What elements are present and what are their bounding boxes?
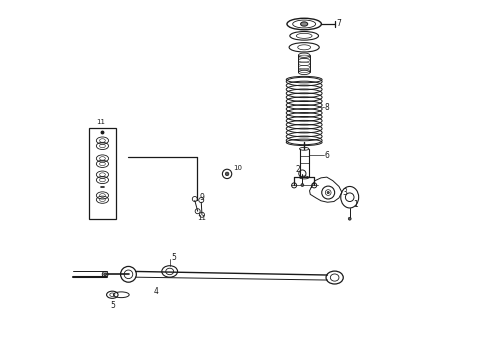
Bar bbox=[89, 128, 116, 220]
Ellipse shape bbox=[348, 217, 351, 220]
Text: 3: 3 bbox=[343, 188, 347, 197]
Text: 5: 5 bbox=[172, 253, 176, 262]
Text: 1: 1 bbox=[353, 200, 358, 209]
Text: 10: 10 bbox=[233, 165, 242, 171]
Ellipse shape bbox=[300, 22, 308, 26]
Ellipse shape bbox=[104, 273, 107, 276]
Ellipse shape bbox=[327, 192, 329, 194]
Text: 11: 11 bbox=[197, 215, 207, 221]
Text: 11: 11 bbox=[96, 119, 105, 125]
Ellipse shape bbox=[301, 184, 304, 186]
Text: 7: 7 bbox=[337, 19, 342, 28]
Text: 6: 6 bbox=[325, 151, 330, 160]
Text: 2: 2 bbox=[296, 165, 301, 174]
Text: 8: 8 bbox=[325, 103, 330, 112]
Text: 4: 4 bbox=[153, 287, 158, 296]
Text: 5: 5 bbox=[111, 301, 116, 310]
Ellipse shape bbox=[225, 172, 229, 176]
Text: 9: 9 bbox=[199, 193, 204, 202]
